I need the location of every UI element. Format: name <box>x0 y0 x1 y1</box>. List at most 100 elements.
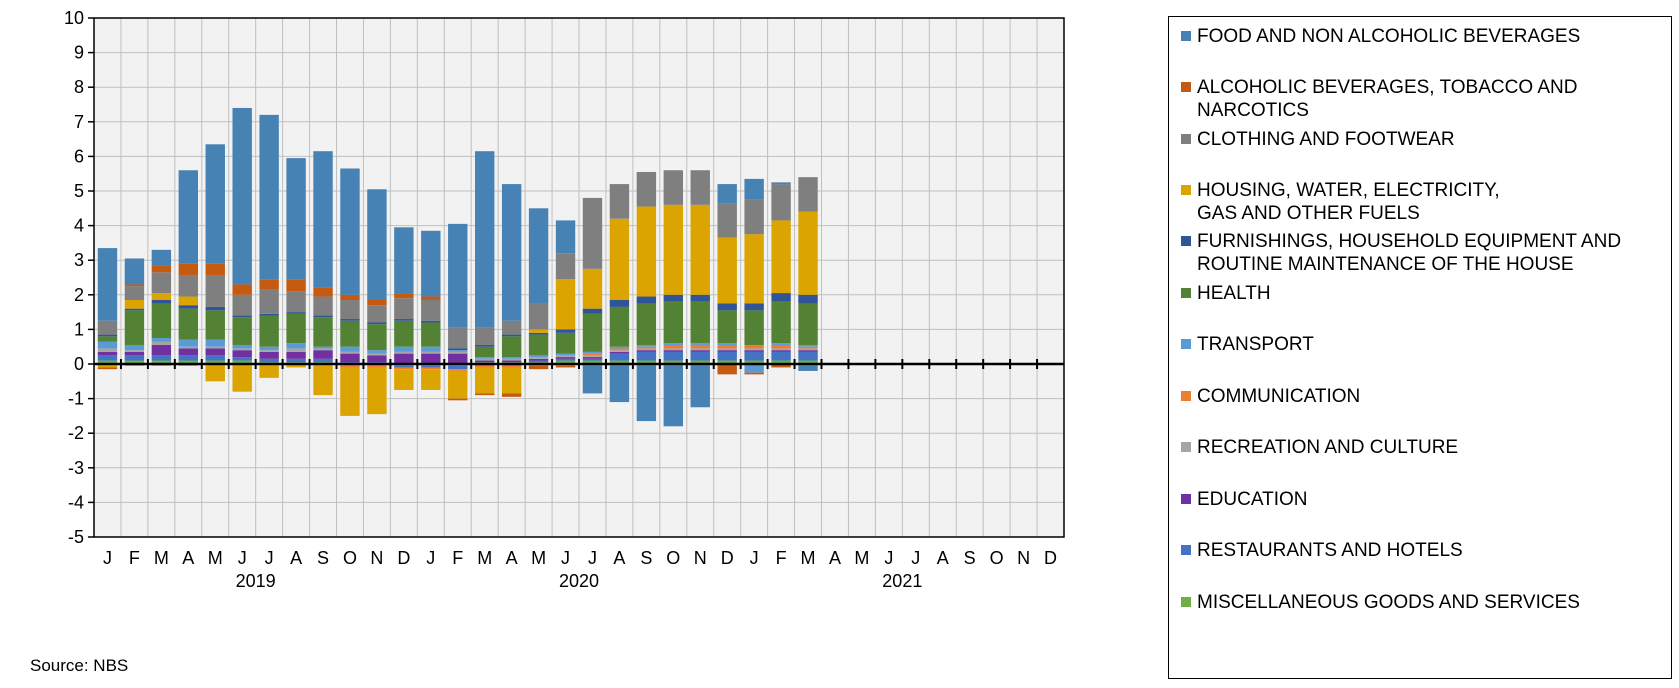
y-tick-label: 4 <box>74 216 84 236</box>
bar-segment <box>474 327 495 345</box>
bar-segment <box>609 218 630 300</box>
bar-segment <box>124 355 145 361</box>
legend-item: HEALTH <box>1181 282 1667 305</box>
legend-label: ALCOHOLIC BEVERAGES, TOBACCO AND NARCOTI… <box>1197 77 1578 121</box>
bar-segment <box>232 315 252 318</box>
bar-segment <box>286 348 306 352</box>
x-tick-label: O <box>343 548 357 568</box>
bar-segment <box>286 351 306 359</box>
bar-segment <box>474 367 495 394</box>
bar-segment <box>313 151 333 288</box>
bar-segment <box>178 360 199 364</box>
x-tick-label: F <box>776 548 787 568</box>
x-axis: J F M A M J J A S O N D J F M A M J J A S O N D J F M A M J J A S O N D2019… <box>103 548 1057 591</box>
bar-segment <box>663 204 684 295</box>
bar-segment <box>501 184 522 321</box>
bar-segment <box>367 365 387 368</box>
bar-segment <box>744 178 764 200</box>
x-tick-label: S <box>317 548 329 568</box>
x-tick-label: N <box>694 548 707 568</box>
bar-segment <box>771 350 791 352</box>
bar-segment <box>528 355 549 358</box>
bar-segment <box>232 344 252 349</box>
bar-segment <box>717 343 737 345</box>
bar-segment <box>124 350 145 352</box>
bar-segment <box>528 208 549 304</box>
y-tick-label: 0 <box>74 354 84 374</box>
x-tick-label: N <box>1017 548 1030 568</box>
bar-segment <box>394 298 414 320</box>
bar-segment <box>717 364 737 375</box>
bar-segment <box>744 351 764 361</box>
bar-segment <box>609 360 630 364</box>
x-tick-label: J <box>426 548 435 568</box>
bar-segment <box>798 211 818 295</box>
x-tick-label: J <box>265 548 274 568</box>
bar-segment <box>771 348 791 351</box>
bar-segment <box>717 303 737 311</box>
x-tick-label: J <box>884 548 893 568</box>
bar-segment <box>448 370 468 399</box>
x-tick-label: A <box>506 548 518 568</box>
bar-segment <box>286 313 306 344</box>
legend-item: FOOD AND NON ALCOHOLIC BEVERAGES <box>1181 25 1667 48</box>
bar-segment <box>394 293 414 299</box>
bar-segment <box>528 357 549 359</box>
bar-segment <box>97 248 118 321</box>
bar-segment <box>528 365 549 370</box>
legend-swatch <box>1181 31 1191 41</box>
bar-segment <box>582 360 603 364</box>
bar-segment <box>340 168 360 295</box>
x-tick-label: J <box>238 548 247 568</box>
x-tick-label: M <box>208 548 223 568</box>
x-tick-label: A <box>290 548 302 568</box>
bar-segment <box>636 171 657 207</box>
x-tick-label: D <box>1044 548 1057 568</box>
bar-segment <box>474 346 495 358</box>
bar-segment <box>663 351 684 361</box>
bar-segment <box>582 351 603 354</box>
bar-segment <box>636 206 657 297</box>
bar-segment <box>394 369 414 390</box>
bar-segment <box>528 334 549 356</box>
bar-segment <box>690 301 710 344</box>
bar-segment <box>340 294 360 300</box>
bar-segment <box>286 279 306 292</box>
bar-segment <box>474 365 495 368</box>
bar-segment <box>340 365 360 368</box>
bar-segment <box>313 348 333 351</box>
bar-segment <box>124 286 145 300</box>
bar-segment <box>636 303 657 345</box>
bar-segment <box>771 364 791 368</box>
legend-label: HOUSING, WATER, ELECTRICITY, GAS AND OTH… <box>1197 180 1500 224</box>
x-tick-label: O <box>666 548 680 568</box>
x-tick-label: J <box>750 548 759 568</box>
legend-label: MISCELLANEOUS GOODS AND SERVICES <box>1197 592 1580 613</box>
bar-segment <box>744 344 764 349</box>
bar-segment <box>663 344 684 349</box>
bar-segment <box>501 334 522 337</box>
bar-segment <box>528 329 549 333</box>
bar-segment <box>798 346 818 349</box>
bar-segment <box>663 294 684 302</box>
grid-lines <box>94 17 1064 538</box>
bar-segment <box>286 343 306 349</box>
bar-segment <box>97 348 118 352</box>
bar-segment <box>178 305 199 309</box>
bar-segment <box>394 351 414 354</box>
bar-segment <box>555 358 576 361</box>
bar-segment <box>205 346 225 349</box>
bar-segment <box>340 299 360 320</box>
bar-segment <box>394 367 414 370</box>
bar-segment <box>313 346 333 349</box>
bar-segment <box>474 344 495 347</box>
bar-segment <box>555 220 576 254</box>
bar-segment <box>609 184 630 219</box>
bar-segment <box>636 348 657 351</box>
bar-segment <box>394 320 414 347</box>
bar-segment <box>205 339 225 347</box>
bar-segment <box>151 249 172 266</box>
x-tick-label: J <box>588 548 597 568</box>
x-tick-label: A <box>829 548 841 568</box>
